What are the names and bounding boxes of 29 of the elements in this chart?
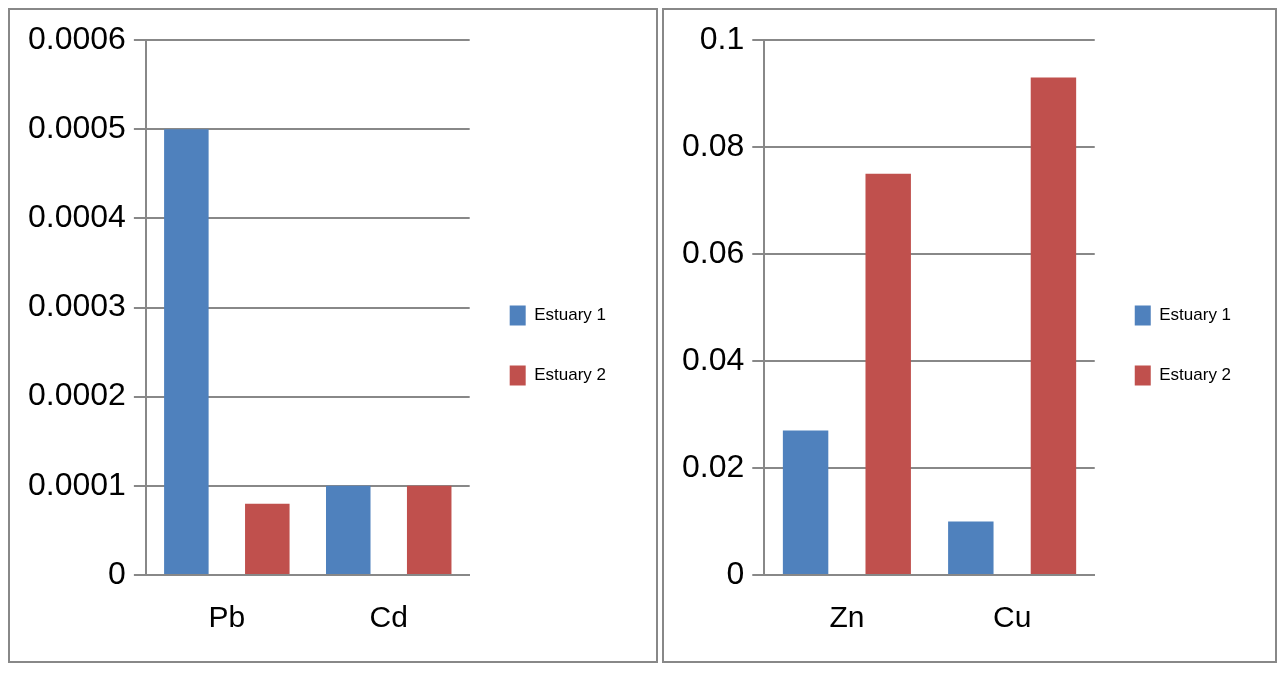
- y-tick-label: 0.1: [699, 19, 745, 56]
- x-tick-label: Cd: [369, 600, 408, 634]
- bar: [164, 129, 209, 574]
- bar: [1030, 77, 1077, 574]
- y-tick-label: 0.06: [682, 233, 745, 270]
- bar: [406, 485, 452, 574]
- x-tick-label: Zn: [829, 600, 865, 634]
- y-tick-label: 0.08: [682, 126, 745, 163]
- x-tick-label: Cu: [992, 600, 1032, 634]
- bar: [245, 503, 290, 574]
- y-tick-label: 0.0006: [28, 19, 126, 56]
- y-tick-label: 0: [108, 554, 126, 591]
- y-tick-label: 0: [726, 554, 745, 591]
- y-tick-label: 0.0001: [28, 465, 126, 502]
- y-tick-label: 0.04: [682, 340, 745, 377]
- y-tick-label: 0.0004: [28, 198, 126, 235]
- legend-label: Estuary 2: [534, 365, 606, 385]
- bar: [865, 173, 911, 574]
- y-tick-label: 0.0002: [28, 376, 126, 413]
- bar: [326, 485, 371, 574]
- y-tick-label: 0.02: [682, 447, 745, 484]
- x-tick-label: Pb: [208, 600, 246, 634]
- y-tick-label: 0.0003: [28, 287, 126, 324]
- legend-label: Estuary 2: [1159, 365, 1232, 385]
- legend-label: Estuary 1: [534, 305, 606, 325]
- legend-label: Estuary 1: [1159, 305, 1232, 325]
- bar: [948, 521, 994, 574]
- y-tick-label: 0.0005: [28, 108, 126, 145]
- bar: [782, 430, 829, 574]
